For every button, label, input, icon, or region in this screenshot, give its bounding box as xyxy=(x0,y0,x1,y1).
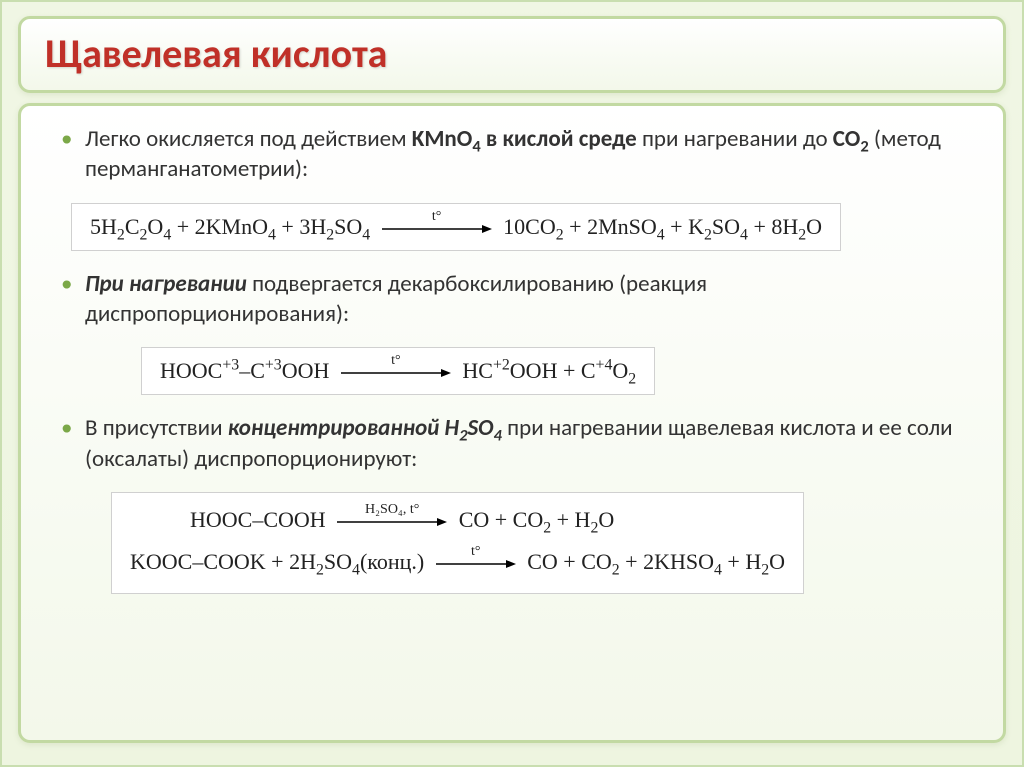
t: HOOC–COOH xyxy=(190,507,326,532)
sub: 2 xyxy=(860,137,868,157)
arrow-label: t° xyxy=(341,353,451,369)
t: + 2MnSO xyxy=(564,214,657,239)
t: –C xyxy=(239,358,265,383)
t: KOOC–COOK + 2H xyxy=(130,549,316,574)
text: Легко окисляется под действием xyxy=(85,125,412,153)
bullet-2: При нагревании подвергается декарбоксили… xyxy=(61,269,975,330)
t: O xyxy=(598,507,614,532)
reaction-arrow: t° xyxy=(341,367,451,379)
bullet-list: Легко окисляется под действием KMnO4 в к… xyxy=(61,124,975,185)
text: SO xyxy=(467,414,493,442)
equation-1: 5H2C2O4 + 2KMnO4 + 3H2SO4 t° 10CO2 + 2Mn… xyxy=(71,203,841,251)
bullet-3: В присутствии концентрированной H2SO4 пр… xyxy=(61,413,975,474)
t: O xyxy=(612,358,628,383)
bullet-list: При нагревании подвергается декарбоксили… xyxy=(61,269,975,330)
text: при нагревании до xyxy=(637,125,833,153)
equation-3: HOOC–COOH H₂SO₄, t° CO + CO2 + H2O KOOC–… xyxy=(111,492,804,594)
t: (конц.) xyxy=(360,549,424,574)
t: CO + CO xyxy=(527,549,612,574)
t: SO xyxy=(334,214,362,239)
arrow-label: t° xyxy=(436,544,516,560)
t: 5H xyxy=(90,214,117,239)
slide: Щавелевая кислота Легко окисляется под д… xyxy=(0,0,1024,767)
text: CO xyxy=(833,125,861,153)
bullet-list: В присутствии концентрированной H2SO4 пр… xyxy=(61,413,975,474)
reaction-arrow: t° xyxy=(436,558,516,570)
text: в кислой среде xyxy=(481,125,637,153)
t: + H xyxy=(551,507,590,532)
bullet-1: Легко окисляется под действием KMnO4 в к… xyxy=(61,124,975,185)
reaction-arrow: H₂SO₄, t° xyxy=(337,516,447,528)
t: SO xyxy=(712,214,740,239)
t: CO + CO xyxy=(459,507,544,532)
text: При нагревании xyxy=(85,270,247,298)
equation-2: HOOC+3–C+3OOH t° HC+2OOH + C+4O2 xyxy=(141,347,655,395)
sub: 4 xyxy=(472,137,480,157)
arrow-label: H₂SO₄, t° xyxy=(337,502,447,518)
text: концентрированной H xyxy=(228,414,459,442)
t: HC xyxy=(462,358,493,383)
arrow-label: t° xyxy=(382,209,492,225)
body-box: Легко окисляется под действием KMnO4 в к… xyxy=(18,103,1006,743)
text: В присутствии xyxy=(85,414,228,442)
slide-title: Щавелевая кислота xyxy=(45,29,979,78)
t: + 2KMnO xyxy=(171,214,268,239)
t: + K xyxy=(665,214,704,239)
t: C xyxy=(125,214,140,239)
text: KMnO xyxy=(412,125,473,153)
t: HOOC xyxy=(160,358,222,383)
title-box: Щавелевая кислота xyxy=(18,16,1006,93)
t: OOH xyxy=(282,358,330,383)
t: O xyxy=(769,549,785,574)
t: O xyxy=(147,214,163,239)
t: + 8H xyxy=(748,214,798,239)
t: + H xyxy=(722,549,761,574)
t: + 2KHSO xyxy=(620,549,714,574)
t: O xyxy=(806,214,822,239)
t: + 3H xyxy=(276,214,326,239)
t: 10CO xyxy=(503,214,556,239)
sub: 4 xyxy=(494,426,502,446)
t: OOH + C xyxy=(510,358,596,383)
t: SO xyxy=(324,549,352,574)
reaction-arrow: t° xyxy=(382,223,492,235)
